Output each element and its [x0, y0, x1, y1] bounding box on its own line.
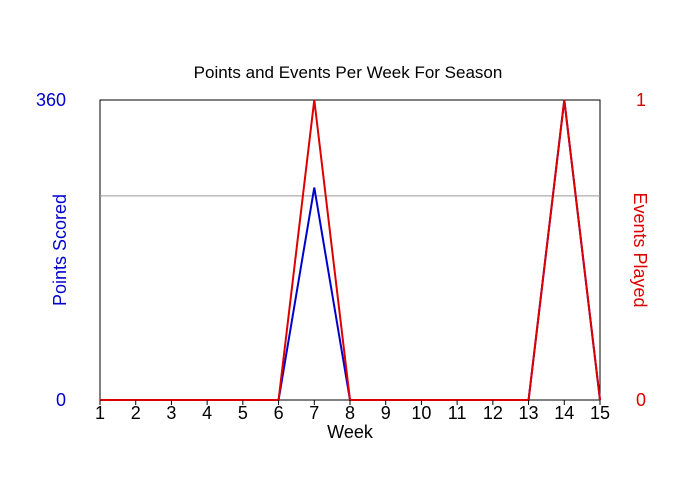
x-tick-label: 3 — [166, 403, 176, 423]
x-tick-label: 13 — [519, 403, 539, 423]
x-axis-ticks: 1 2 3 4 5 6 7 8 9 10 11 12 13 14 15 — [95, 400, 610, 423]
x-tick-label: 9 — [381, 403, 391, 423]
chart-title: Points and Events Per Week For Season — [194, 63, 503, 82]
left-axis-ticks: 0 360 — [36, 90, 66, 410]
plot-area — [99, 99, 601, 401]
x-tick-label: 12 — [483, 403, 503, 423]
x-tick-label: 7 — [309, 403, 319, 423]
x-axis-label: Week — [327, 422, 374, 442]
left-tick-label: 360 — [36, 90, 66, 110]
right-tick-label: 0 — [636, 390, 646, 410]
left-axis-label: Points Scored — [50, 194, 70, 306]
x-tick-label: 8 — [345, 403, 355, 423]
x-tick-label: 1 — [95, 403, 105, 423]
right-tick-label: 1 — [636, 90, 646, 110]
x-tick-label: 2 — [131, 403, 141, 423]
x-tick-label: 15 — [590, 403, 610, 423]
right-axis-ticks: 01 — [636, 90, 646, 410]
x-tick-label: 4 — [202, 403, 212, 423]
x-tick-label: 14 — [554, 403, 574, 423]
series-line-left — [100, 99, 601, 401]
series-layer — [99, 99, 601, 401]
x-tick-label: 6 — [274, 403, 284, 423]
plot-frame — [99, 99, 601, 401]
x-tick-label: 10 — [411, 403, 431, 423]
x-tick-label: 5 — [238, 403, 248, 423]
left-tick-label: 0 — [56, 390, 66, 410]
right-axis-label: Events Played — [630, 192, 650, 307]
x-tick-label: 11 — [448, 403, 467, 423]
series-line-right — [100, 99, 601, 401]
